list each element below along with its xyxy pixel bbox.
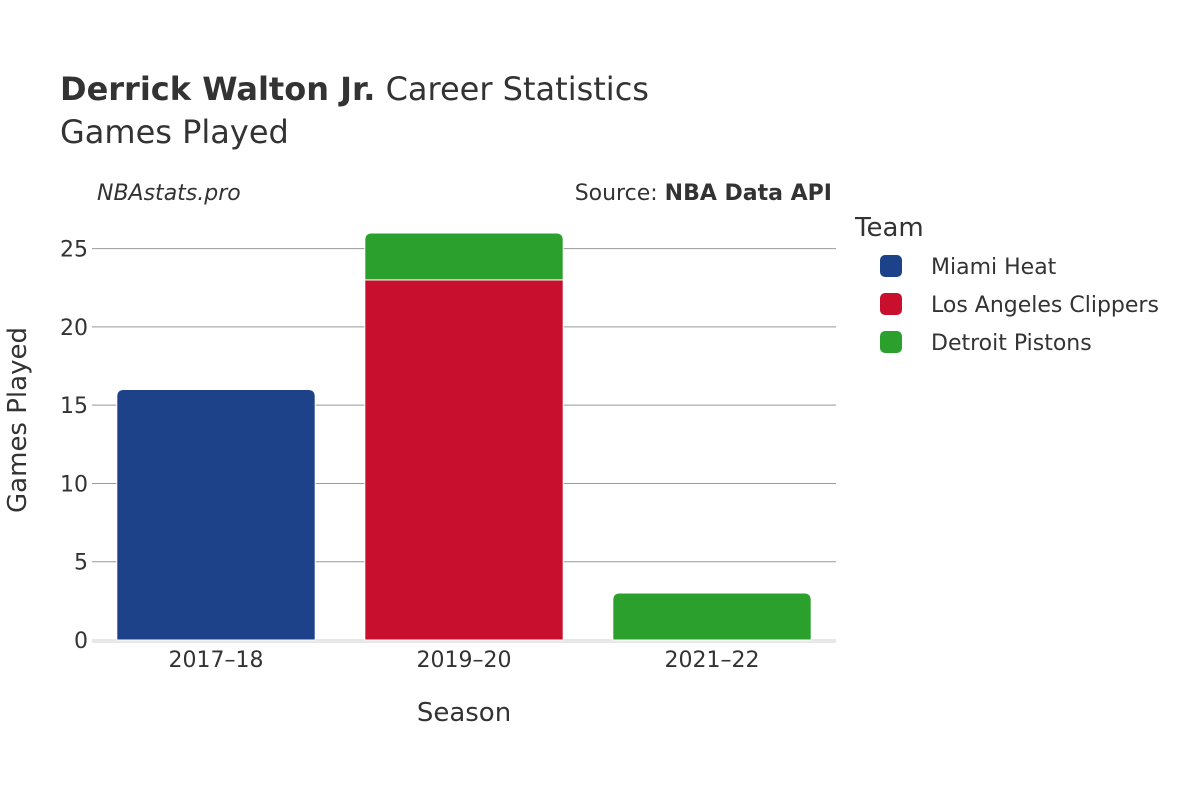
bar-miami-heat[interactable]: [116, 389, 316, 641]
y-tick-label: 5: [74, 551, 88, 576]
legend-label[interactable]: Miami Heat: [931, 255, 1057, 280]
y-tick-label: 15: [60, 394, 88, 419]
x-tick-label: 2017–18: [169, 648, 264, 673]
source-text: Source: NBA Data API: [575, 181, 832, 206]
title-suffix: Career Statistics: [375, 70, 649, 108]
source-label: Source:: [575, 181, 665, 206]
x-axis-title: Season: [417, 698, 511, 728]
legend-swatch[interactable]: [880, 255, 902, 277]
x-tick-labels: 2017–18 2019–20 2021–22: [169, 648, 760, 673]
y-tick-labels: 0 5 10 15 20 25: [60, 238, 88, 654]
legend-title: Team: [854, 213, 924, 243]
x-tick-label: 2021–22: [665, 648, 760, 673]
legend-label[interactable]: Detroit Pistons: [931, 331, 1092, 356]
x-tick-label: 2019–20: [417, 648, 512, 673]
legend-swatch[interactable]: [880, 293, 902, 315]
legend-label[interactable]: Los Angeles Clippers: [931, 293, 1159, 318]
bar-detroit-pistons[interactable]: [612, 592, 812, 641]
source-name: NBA Data API: [665, 181, 832, 206]
bars: [116, 232, 812, 641]
y-tick-label: 0: [74, 629, 88, 654]
y-tick-label: 10: [60, 472, 88, 497]
bar-detroit-pistons[interactable]: [364, 232, 564, 281]
y-tick-label: 20: [60, 316, 88, 341]
bar-los-angeles-clippers[interactable]: [364, 279, 564, 641]
player-name: Derrick Walton Jr.: [60, 70, 375, 108]
chart-subtitle: Games Played: [60, 113, 289, 151]
watermark: NBAstats.pro: [97, 181, 241, 206]
y-axis-title: Games Played: [3, 327, 33, 513]
legend-swatch[interactable]: [880, 331, 902, 353]
legend: Miami Heat Los Angeles Clippers Detroit Pi…: [880, 255, 1159, 356]
y-tick-label: 25: [60, 238, 88, 263]
chart-title: Derrick Walton Jr. Career Statistics: [60, 70, 649, 108]
